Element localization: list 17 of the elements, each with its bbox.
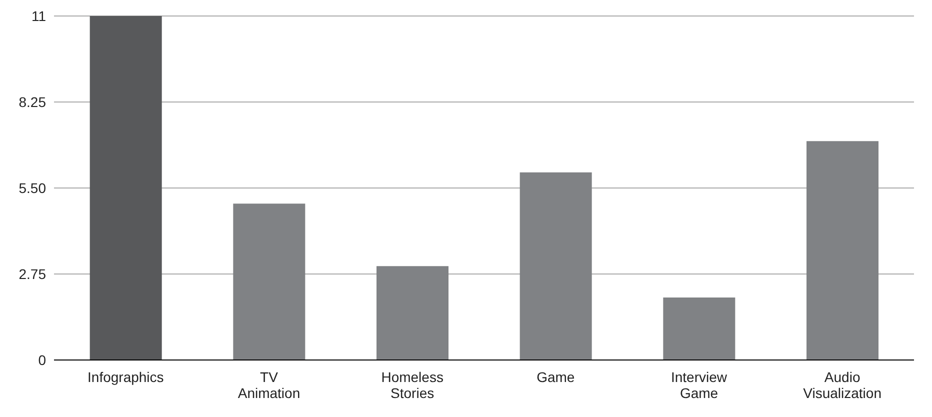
y-tick-label: 2.75 xyxy=(18,266,46,282)
y-tick-label: 8.25 xyxy=(18,94,46,110)
bar xyxy=(376,266,448,360)
y-tick-label: 0 xyxy=(38,352,46,368)
x-tick-label: TV Animation xyxy=(238,369,300,401)
x-tick-label: Homeless Stories xyxy=(381,369,444,401)
x-tick-label: Game xyxy=(536,369,575,385)
y-tick-label: 11 xyxy=(31,8,46,24)
bar xyxy=(663,297,736,360)
bar xyxy=(520,172,592,360)
x-tick-label: Interview Game xyxy=(670,369,728,401)
bar xyxy=(806,141,878,360)
bar xyxy=(90,16,162,360)
y-tick-label: 5.50 xyxy=(18,180,46,196)
x-tick-label: Audio Visualization xyxy=(803,369,882,401)
bar xyxy=(233,204,306,360)
x-tick-label: Infographics xyxy=(88,369,164,385)
